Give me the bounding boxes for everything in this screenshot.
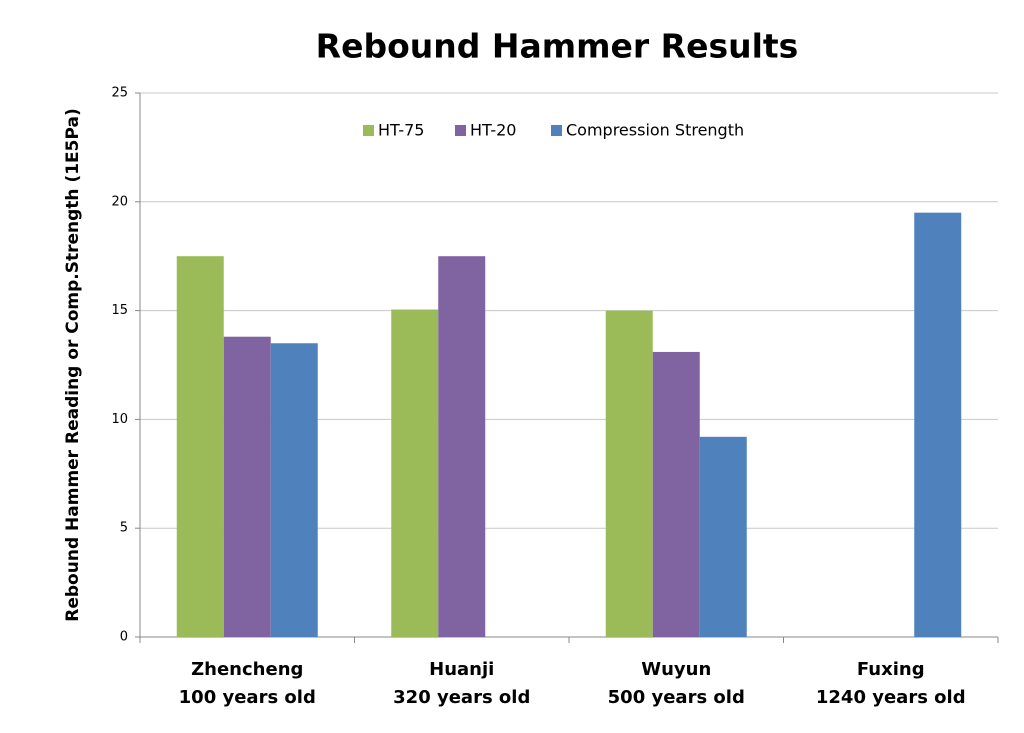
bar [605, 310, 653, 637]
x-tick-label: 1240 years old [816, 687, 966, 708]
bar [914, 212, 962, 637]
y-tick-label: 20 [111, 194, 128, 209]
bar [699, 436, 747, 637]
y-axis-label: Rebound Hammer Reading or Comp.Strength … [63, 108, 83, 621]
legend-swatch [455, 125, 466, 136]
bar [438, 256, 486, 637]
y-tick-label: 15 [111, 303, 128, 318]
x-tick-label: Wuyun [641, 659, 711, 680]
x-tick-label: Fuxing [857, 659, 925, 680]
x-tick-label: Zhencheng [191, 659, 303, 680]
bar [391, 309, 439, 637]
x-tick-label: 320 years old [393, 687, 530, 708]
legend-label: Compression Strength [566, 121, 744, 140]
y-tick-label: 10 [111, 412, 128, 427]
bar [270, 343, 318, 637]
y-tick-label: 5 [120, 521, 128, 536]
x-tick-label: 500 years old [608, 687, 745, 708]
x-tick-label: 100 years old [179, 687, 316, 708]
y-tick-label: 0 [120, 630, 128, 645]
legend-swatch [363, 125, 374, 136]
legend-label: HT-20 [470, 121, 516, 140]
x-tick-label: Huanji [429, 659, 494, 680]
y-tick-label: 25 [111, 86, 128, 101]
chart-title: Rebound Hammer Results [316, 27, 799, 66]
bar [223, 336, 271, 637]
bar [176, 256, 224, 637]
legend-swatch [551, 125, 562, 136]
legend-label: HT-75 [378, 121, 424, 140]
bar [652, 351, 700, 637]
